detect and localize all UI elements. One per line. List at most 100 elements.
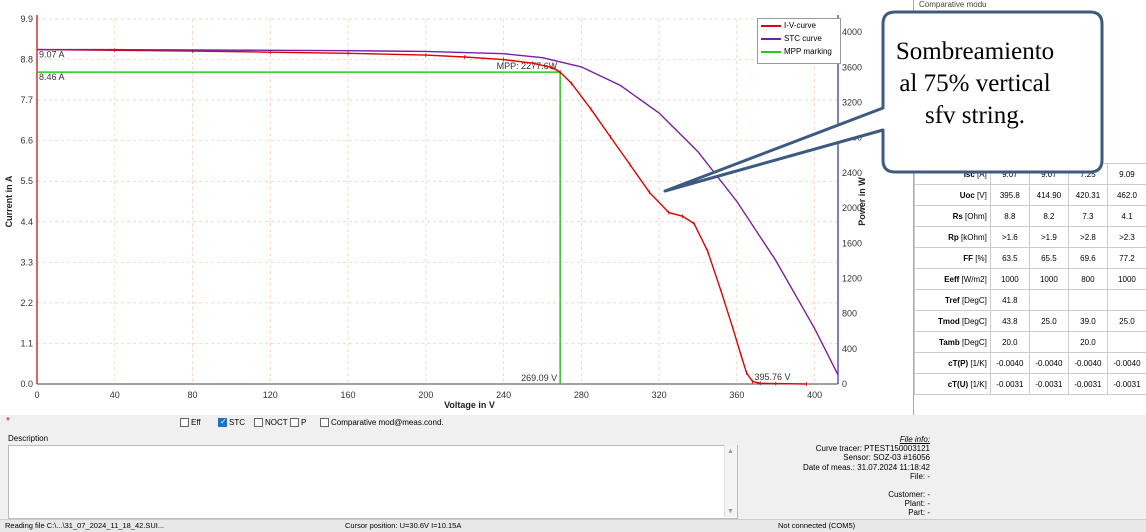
checkbox-p[interactable]: P [290,418,306,427]
file-info-line [740,481,930,490]
checkbox-row: Eff STC NOCT P Comparative mod@meas.cond… [0,415,913,431]
param-name: Tamb [DegC] [915,332,991,353]
checkbox-noct[interactable]: NOCT [254,418,288,427]
checkbox-label: STC [229,418,245,427]
param-value: 800 [1068,269,1107,290]
file-info-line: File: - [740,472,930,481]
param-value [1107,332,1146,353]
param-value: 9.07 [1029,164,1068,185]
y-tick-label: 6.6 [20,136,33,146]
y-axis-title: Current in A [4,175,14,227]
description-panel: Description ▲ ▼ File info: Curve tracer:… [0,431,1146,519]
param-name: Rp [kOhm] [915,227,991,248]
y-tick-label: 0.0 [20,379,33,389]
x-tick-label: 360 [729,390,744,400]
scroll-up-icon[interactable]: ▲ [727,448,734,455]
y2-tick-label: 800 [842,309,857,319]
y2-tick-label: 2400 [842,168,862,178]
param-value: 395.8 [990,185,1029,206]
checkbox-eff[interactable]: Eff [180,418,201,427]
legend-swatch-stc [761,38,781,40]
legend-label-iv: I-V-curve [784,21,816,30]
param-name: cT(P) [1/K] [915,353,991,374]
legend-item-iv: I-V-curve [758,19,840,32]
callout-line: Sombreamiento [878,36,1072,68]
x-tick-label: 120 [263,390,278,400]
x-tick-label: 40 [110,390,120,400]
param-value: 41.8 [990,290,1029,311]
param-value: 77.2 [1107,248,1146,269]
file-info-line: Curve tracer: PTEST150003121 [740,444,930,453]
legend-swatch-mpp [761,51,781,53]
legend-item-stc: STC curve [758,32,840,45]
checkbox-eff-box[interactable] [180,418,189,427]
x-tick-label: 200 [418,390,433,400]
param-row: cT(P) [1/K]-0.0040-0.0040-0.0040-0.0040 [915,353,1146,374]
param-value: 65.5 [1029,248,1068,269]
param-value: 462.0 [1107,185,1146,206]
checkbox-comparative-box[interactable] [320,418,329,427]
y-tick-label: 8.8 [20,55,33,65]
checkbox-noct-box[interactable] [254,418,263,427]
y2-tick-label: 2800 [842,133,862,143]
y2-tick-label: 1600 [842,238,862,248]
param-value [1068,290,1107,311]
isc-label: 9.07 A [39,50,65,60]
legend-swatch-iv [761,25,781,27]
param-value: 20.0 [1068,332,1107,353]
param-value: 414.90 [1029,185,1068,206]
checkbox-p-box[interactable] [290,418,299,427]
param-value: 43.8 [990,311,1029,332]
y-tick-label: 7.7 [20,95,33,105]
scroll-down-icon[interactable]: ▼ [727,508,734,515]
description-scrollbar[interactable]: ▲ ▼ [724,445,737,517]
y2-tick-label: 3200 [842,98,862,108]
checkbox-stc-box[interactable] [218,418,227,427]
checkbox-label: Comparative mod@meas.cond. [331,418,444,427]
param-value: -0.0040 [1068,353,1107,374]
voc-label: 395.76 V [754,372,790,382]
param-value [1029,290,1068,311]
mpp-current-label: 8.46 A [39,72,65,82]
legend-label-stc: STC curve [784,34,822,43]
description-textarea[interactable] [8,445,738,519]
param-value: -0.0031 [990,374,1029,395]
y-tick-label: 5.5 [20,176,33,186]
param-value: -0.0040 [990,353,1029,374]
param-value: 69.6 [1068,248,1107,269]
param-value: 8.2 [1029,206,1068,227]
iv-curve-line [37,50,806,384]
param-value: 25.0 [1107,311,1146,332]
param-value: 7.25 [1068,164,1107,185]
file-info: File info: Curve tracer: PTEST150003121 … [740,435,930,518]
x-tick-label: 400 [807,390,822,400]
y2-tick-label: 3600 [842,62,862,72]
param-value: 63.5 [990,248,1029,269]
status-bar: Reading file C:\...\31_07_2024_11_18_42.… [0,519,1146,532]
x-tick-label: 0 [34,390,39,400]
param-name: Tref [DegC] [915,290,991,311]
param-value: -0.0031 [1029,374,1068,395]
status-connection: Not connected (COM5) [778,521,855,530]
description-label: Description [8,434,48,443]
checkbox-stc[interactable]: STC [218,418,245,427]
param-row: cT(U) [1/K]-0.0031-0.0031-0.0031-0.0031 [915,374,1146,395]
legend-item-mpp: MPP marking [758,45,840,58]
param-value: 39.0 [1068,311,1107,332]
param-value: 8.8 [990,206,1029,227]
param-value: 9.09 [1107,164,1146,185]
param-value: 25.0 [1029,311,1068,332]
param-name: cT(U) [1/K] [915,374,991,395]
checkbox-comparative[interactable]: Comparative mod@meas.cond. [320,418,444,427]
status-cursor: Cursor position: U=30.6V I=10.15A [345,521,461,530]
file-info-line: Sensor: SOZ-03 #16056 [740,453,930,462]
status-reading: Reading file C:\...\31_07_2024_11_18_42.… [5,521,164,530]
checkbox-label: P [301,418,306,427]
x-axis-title: Voltage in V [444,400,495,410]
